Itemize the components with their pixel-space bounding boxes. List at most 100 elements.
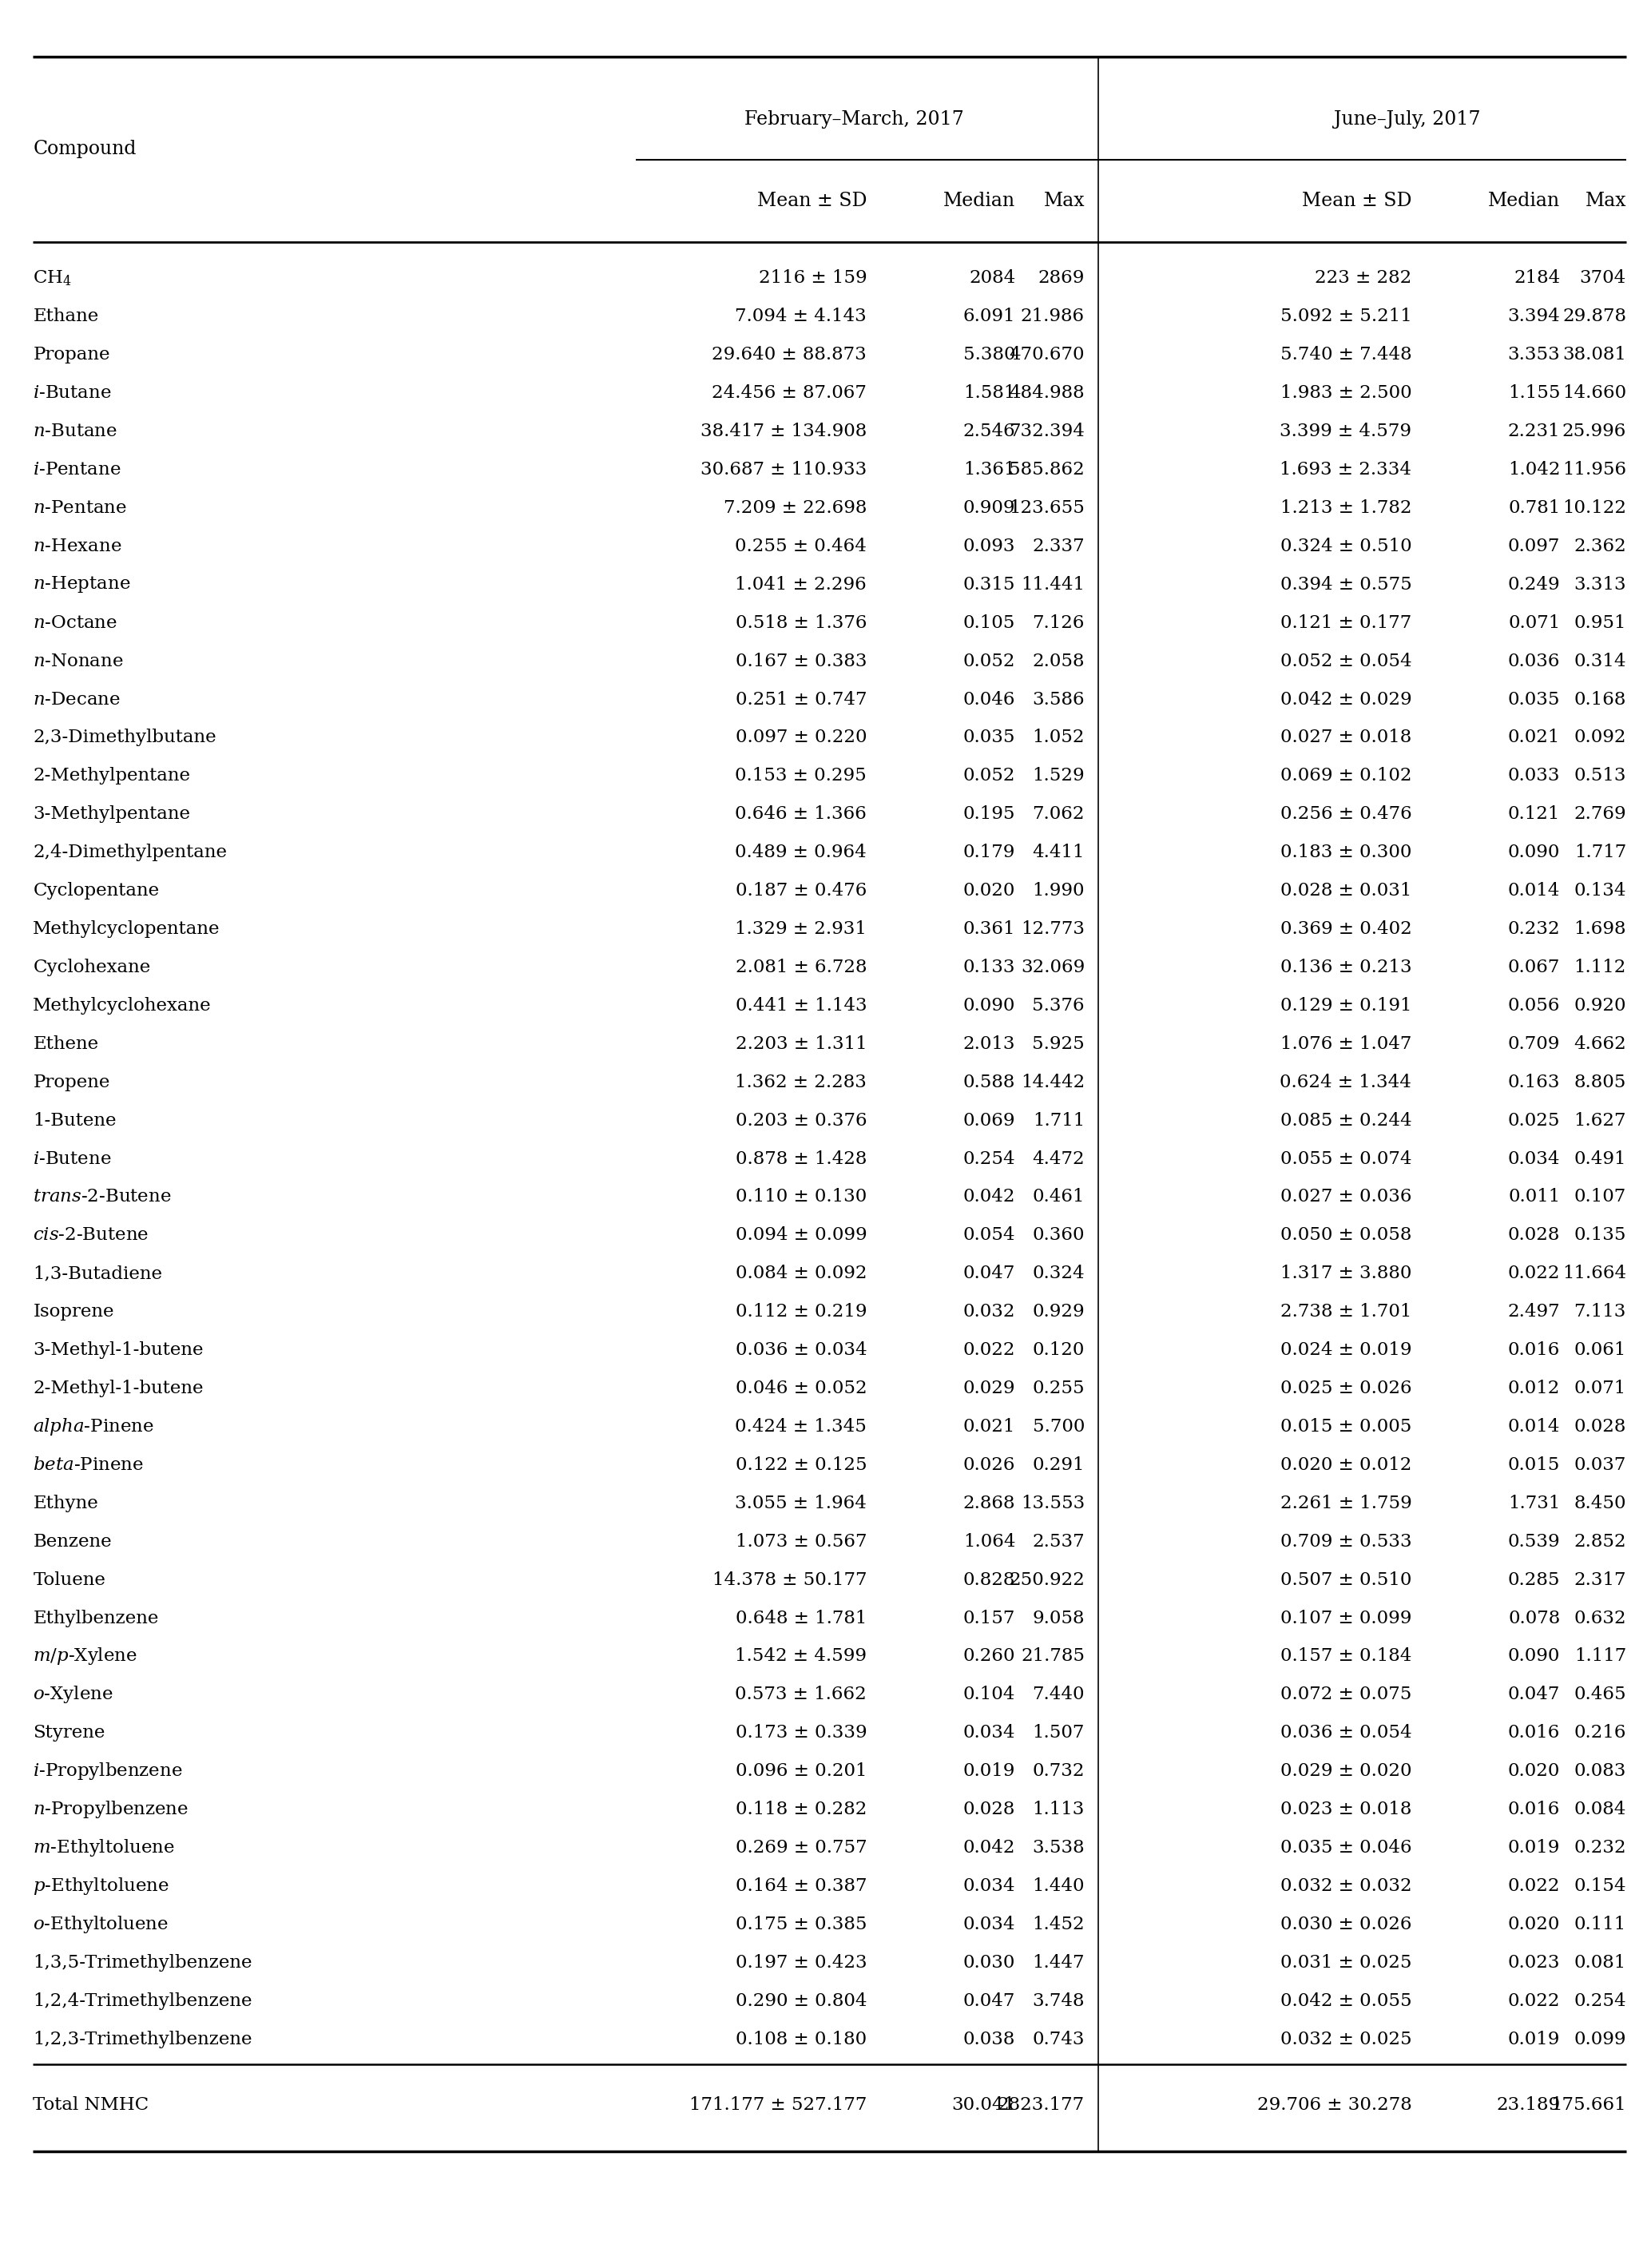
- Text: 0.461: 0.461: [1032, 1188, 1085, 1207]
- Text: 0.168: 0.168: [1573, 692, 1626, 708]
- Text: 0.030 ± 0.026: 0.030 ± 0.026: [1280, 1916, 1412, 1932]
- Text: 0.028: 0.028: [1507, 1227, 1560, 1245]
- Text: 0.028 ± 0.031: 0.028 ± 0.031: [1280, 882, 1412, 900]
- Text: 0.042 ± 0.055: 0.042 ± 0.055: [1280, 1991, 1412, 2009]
- Text: 6.091: 6.091: [963, 308, 1015, 324]
- Text: 0.050 ± 0.058: 0.050 ± 0.058: [1280, 1227, 1412, 1245]
- Text: 0.120: 0.120: [1032, 1340, 1085, 1359]
- Text: 1.627: 1.627: [1573, 1111, 1626, 1129]
- Text: 3704: 3704: [1580, 270, 1626, 288]
- Text: 0.024 ± 0.019: 0.024 ± 0.019: [1280, 1340, 1412, 1359]
- Text: 0.360: 0.360: [1032, 1227, 1085, 1245]
- Text: 1.076 ± 1.047: 1.076 ± 1.047: [1280, 1034, 1412, 1052]
- Text: Max: Max: [1043, 193, 1085, 211]
- Text: 0.112 ± 0.219: 0.112 ± 0.219: [735, 1304, 867, 1320]
- Text: 0.093: 0.093: [963, 538, 1015, 556]
- Text: 0.251 ± 0.747: 0.251 ± 0.747: [735, 692, 867, 708]
- Text: 0.023: 0.023: [1507, 1953, 1560, 1971]
- Text: 0.173 ± 0.339: 0.173 ± 0.339: [735, 1724, 867, 1742]
- Text: 0.632: 0.632: [1573, 1610, 1626, 1626]
- Text: 0.020: 0.020: [963, 882, 1015, 900]
- Text: 0.052: 0.052: [963, 767, 1015, 785]
- Text: Ethane: Ethane: [33, 308, 99, 324]
- Text: 0.028: 0.028: [963, 1801, 1015, 1819]
- Text: Cyclohexane: Cyclohexane: [33, 959, 150, 975]
- Text: 0.047: 0.047: [963, 1991, 1015, 2009]
- Text: Mean ± SD: Mean ± SD: [1301, 193, 1412, 211]
- Text: 0.255: 0.255: [1032, 1379, 1085, 1397]
- Text: 0.197 ± 0.423: 0.197 ± 0.423: [735, 1953, 867, 1971]
- Text: 0.056: 0.056: [1507, 998, 1560, 1014]
- Text: 0.034: 0.034: [963, 1724, 1015, 1742]
- Text: 38.417 ± 134.908: 38.417 ± 134.908: [700, 422, 867, 440]
- Text: 0.249: 0.249: [1507, 576, 1560, 594]
- Text: 3.055 ± 1.964: 3.055 ± 1.964: [735, 1495, 867, 1513]
- Text: 2.081 ± 6.728: 2.081 ± 6.728: [735, 959, 867, 975]
- Text: 0.042: 0.042: [963, 1188, 1015, 1207]
- Text: 1.329 ± 2.931: 1.329 ± 2.931: [735, 921, 867, 939]
- Text: 250.922: 250.922: [1009, 1572, 1085, 1588]
- Text: 0.034: 0.034: [1507, 1150, 1560, 1168]
- Text: 585.862: 585.862: [1009, 460, 1085, 479]
- Text: 0.027 ± 0.036: 0.027 ± 0.036: [1280, 1188, 1412, 1207]
- Text: 2.231: 2.231: [1507, 422, 1560, 440]
- Text: 3.748: 3.748: [1032, 1991, 1085, 2009]
- Text: Propane: Propane: [33, 347, 111, 363]
- Text: 0.232: 0.232: [1573, 1839, 1626, 1857]
- Text: 0.020: 0.020: [1507, 1762, 1560, 1780]
- Text: 2869: 2869: [1038, 270, 1085, 288]
- Text: 0.019: 0.019: [963, 1762, 1015, 1780]
- Text: 2.261 ± 1.759: 2.261 ± 1.759: [1280, 1495, 1412, 1513]
- Text: June–July, 2017: June–July, 2017: [1334, 109, 1481, 129]
- Text: 2.738 ± 1.701: 2.738 ± 1.701: [1280, 1304, 1412, 1320]
- Text: 2.497: 2.497: [1507, 1304, 1560, 1320]
- Text: 2.337: 2.337: [1032, 538, 1085, 556]
- Text: 0.031 ± 0.025: 0.031 ± 0.025: [1280, 1953, 1412, 1971]
- Text: $n$-Hexane: $n$-Hexane: [33, 538, 122, 556]
- Text: 171.177 ± 527.177: 171.177 ± 527.177: [688, 2096, 867, 2114]
- Text: Cyclopentane: Cyclopentane: [33, 882, 158, 900]
- Text: 0.090: 0.090: [963, 998, 1015, 1014]
- Text: 223 ± 282: 223 ± 282: [1314, 270, 1412, 288]
- Text: 2.868: 2.868: [963, 1495, 1015, 1513]
- Text: 0.014: 0.014: [1507, 1418, 1560, 1436]
- Text: Median: Median: [1488, 193, 1560, 211]
- Text: 0.097: 0.097: [1507, 538, 1560, 556]
- Text: 25.996: 25.996: [1562, 422, 1626, 440]
- Text: 0.078: 0.078: [1507, 1610, 1560, 1626]
- Text: 0.121 ± 0.177: 0.121 ± 0.177: [1281, 615, 1412, 633]
- Text: 1.113: 1.113: [1032, 1801, 1085, 1819]
- Text: 0.029: 0.029: [963, 1379, 1015, 1397]
- Text: 2.317: 2.317: [1573, 1572, 1626, 1588]
- Text: 0.324 ± 0.510: 0.324 ± 0.510: [1280, 538, 1412, 556]
- Text: 0.290 ± 0.804: 0.290 ± 0.804: [735, 1991, 867, 2009]
- Text: Ethyne: Ethyne: [33, 1495, 99, 1513]
- Text: $i$-Propylbenzene: $i$-Propylbenzene: [33, 1760, 183, 1783]
- Text: 0.107: 0.107: [1573, 1188, 1626, 1207]
- Text: $\it{cis}$-2-Butene: $\it{cis}$-2-Butene: [33, 1227, 149, 1245]
- Text: 2.852: 2.852: [1573, 1533, 1626, 1551]
- Text: 0.069: 0.069: [963, 1111, 1015, 1129]
- Text: 2.546: 2.546: [963, 422, 1015, 440]
- Text: 2.203 ± 1.311: 2.203 ± 1.311: [735, 1034, 867, 1052]
- Text: 0.036 ± 0.034: 0.036 ± 0.034: [735, 1340, 867, 1359]
- Text: 0.394 ± 0.575: 0.394 ± 0.575: [1280, 576, 1412, 594]
- Text: 0.022: 0.022: [1507, 1991, 1560, 2009]
- Text: 14.378 ± 50.177: 14.378 ± 50.177: [712, 1572, 867, 1588]
- Text: 0.047: 0.047: [963, 1266, 1015, 1281]
- Text: 1.362 ± 2.283: 1.362 ± 2.283: [735, 1073, 867, 1091]
- Text: 1.117: 1.117: [1573, 1647, 1626, 1665]
- Text: 0.097 ± 0.220: 0.097 ± 0.220: [735, 728, 867, 746]
- Text: 0.092: 0.092: [1573, 728, 1626, 746]
- Text: $\it{alpha}$-Pinene: $\it{alpha}$-Pinene: [33, 1415, 154, 1438]
- Text: 0.183 ± 0.300: 0.183 ± 0.300: [1280, 844, 1412, 862]
- Text: 0.026: 0.026: [963, 1456, 1015, 1474]
- Text: 0.136 ± 0.213: 0.136 ± 0.213: [1280, 959, 1412, 975]
- Text: 1.112: 1.112: [1573, 959, 1626, 975]
- Text: $n$-Heptane: $n$-Heptane: [33, 574, 130, 594]
- Text: 0.167 ± 0.383: 0.167 ± 0.383: [735, 653, 867, 669]
- Text: 1.983 ± 2.500: 1.983 ± 2.500: [1280, 383, 1412, 401]
- Text: 0.507 ± 0.510: 0.507 ± 0.510: [1280, 1572, 1412, 1588]
- Text: $n$-Decane: $n$-Decane: [33, 692, 121, 708]
- Text: $i$-Butane: $i$-Butane: [33, 383, 112, 401]
